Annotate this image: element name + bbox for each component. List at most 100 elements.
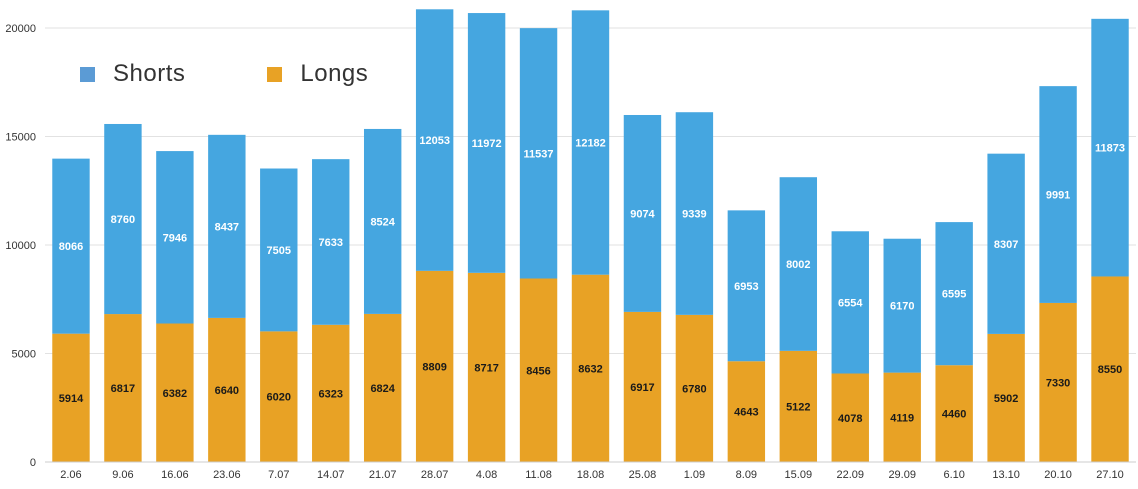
x-tick-label: 20.10 bbox=[1044, 469, 1072, 481]
data-label-shorts: 6554 bbox=[838, 297, 863, 309]
x-tick-label: 6.10 bbox=[943, 469, 964, 481]
data-label-shorts: 8307 bbox=[994, 239, 1018, 251]
data-label-shorts: 12182 bbox=[575, 138, 606, 150]
x-tick-label: 11.08 bbox=[525, 469, 552, 481]
data-label-longs: 8550 bbox=[1098, 364, 1122, 376]
bar-longs bbox=[467, 272, 506, 462]
data-label-longs: 6640 bbox=[215, 385, 239, 397]
bar-shorts bbox=[519, 28, 558, 279]
data-label-longs: 5122 bbox=[786, 401, 810, 413]
data-label-shorts: 7946 bbox=[163, 232, 187, 244]
bar-longs bbox=[1039, 302, 1077, 462]
data-label-shorts: 12053 bbox=[419, 135, 450, 147]
x-tick-label: 7.07 bbox=[268, 469, 289, 481]
x-tick-label: 25.08 bbox=[629, 469, 657, 481]
data-label-shorts: 7505 bbox=[267, 245, 291, 257]
x-tick-label: 22.09 bbox=[836, 469, 864, 481]
x-tick-label: 21.07 bbox=[369, 469, 397, 481]
data-label-shorts: 9339 bbox=[682, 209, 706, 221]
data-label-shorts: 8524 bbox=[370, 216, 395, 228]
bar-shorts bbox=[156, 151, 194, 324]
bar-longs bbox=[987, 333, 1025, 462]
bar-shorts bbox=[467, 13, 506, 273]
x-tick-label: 15.09 bbox=[785, 469, 813, 481]
data-label-longs: 6323 bbox=[318, 388, 342, 400]
data-label-longs: 6917 bbox=[630, 382, 654, 394]
bar-shorts bbox=[260, 168, 298, 332]
bar-longs bbox=[571, 274, 610, 462]
data-label-shorts: 11537 bbox=[524, 148, 554, 160]
bar-longs bbox=[208, 317, 246, 462]
y-tick-label: 15000 bbox=[5, 132, 36, 144]
data-label-shorts: 8066 bbox=[59, 241, 83, 253]
bar-longs bbox=[312, 324, 350, 462]
bar-longs bbox=[104, 314, 142, 462]
data-label-longs: 4460 bbox=[942, 409, 966, 421]
data-label-longs: 5914 bbox=[59, 393, 84, 405]
legend-swatch-longs bbox=[267, 66, 283, 82]
data-label-longs: 5902 bbox=[994, 393, 1018, 405]
x-tick-label: 16.06 bbox=[161, 469, 189, 481]
legend-label-shorts: Shorts bbox=[113, 60, 186, 87]
data-label-shorts: 9074 bbox=[630, 208, 655, 220]
data-label-shorts: 6953 bbox=[734, 281, 758, 293]
x-tick-label: 1.09 bbox=[684, 469, 705, 481]
bar-shorts bbox=[727, 210, 766, 362]
data-label-longs: 4078 bbox=[838, 413, 862, 425]
data-label-longs: 6020 bbox=[267, 392, 291, 404]
x-tick-label: 4.08 bbox=[476, 469, 497, 481]
data-label-shorts: 9991 bbox=[1046, 190, 1070, 202]
bar-longs bbox=[675, 314, 714, 462]
data-label-shorts: 8437 bbox=[215, 221, 239, 233]
data-label-longs: 8456 bbox=[526, 365, 550, 377]
data-label-shorts: 6170 bbox=[890, 301, 914, 313]
x-tick-label: 27.10 bbox=[1096, 469, 1124, 481]
legend-label-longs: Longs bbox=[300, 60, 369, 87]
data-label-longs: 6382 bbox=[163, 388, 187, 400]
bar-longs bbox=[883, 372, 921, 462]
x-tick-label: 13.10 bbox=[992, 469, 1020, 481]
bar-shorts bbox=[571, 10, 610, 275]
bar-shorts bbox=[415, 9, 454, 271]
legend-item-longs: Longs bbox=[267, 60, 368, 88]
y-tick-label: 0 bbox=[30, 457, 36, 469]
x-tick-label: 2.06 bbox=[60, 469, 81, 481]
bar-longs bbox=[363, 313, 402, 462]
bar-shorts bbox=[52, 158, 90, 334]
bar-longs bbox=[415, 270, 454, 462]
x-tick-label: 28.07 bbox=[421, 469, 449, 481]
data-label-shorts: 7633 bbox=[318, 237, 342, 249]
data-label-shorts: 11873 bbox=[1095, 143, 1125, 155]
data-label-shorts: 11972 bbox=[472, 138, 502, 150]
chart-legend: Shorts Longs bbox=[80, 60, 450, 88]
data-label-longs: 6817 bbox=[111, 383, 135, 395]
y-tick-label: 20000 bbox=[5, 23, 36, 35]
bar-longs bbox=[935, 365, 973, 462]
bar-shorts bbox=[883, 238, 921, 373]
bar-shorts bbox=[1091, 18, 1129, 277]
bar-shorts bbox=[623, 114, 662, 312]
bar-longs bbox=[260, 331, 298, 462]
data-label-longs: 8809 bbox=[422, 361, 446, 373]
x-tick-label: 9.06 bbox=[112, 469, 133, 481]
bar-shorts bbox=[675, 112, 714, 315]
bar-shorts bbox=[1039, 86, 1077, 303]
x-tick-label: 14.07 bbox=[317, 469, 345, 481]
data-label-longs: 4119 bbox=[890, 412, 914, 424]
bar-longs bbox=[1091, 276, 1129, 462]
bar-longs bbox=[519, 278, 558, 462]
data-label-longs: 7330 bbox=[1046, 377, 1070, 389]
data-label-longs: 4643 bbox=[734, 407, 758, 419]
bar-longs bbox=[623, 311, 662, 462]
x-tick-label: 23.06 bbox=[213, 469, 241, 481]
bar-shorts bbox=[104, 123, 142, 315]
bar-longs bbox=[831, 373, 869, 462]
data-label-shorts: 8760 bbox=[111, 214, 135, 226]
data-label-shorts: 6595 bbox=[942, 289, 966, 301]
bar-longs bbox=[52, 333, 90, 462]
data-label-longs: 6780 bbox=[682, 383, 706, 395]
bar-longs bbox=[156, 323, 194, 462]
data-label-longs: 8717 bbox=[474, 362, 498, 374]
